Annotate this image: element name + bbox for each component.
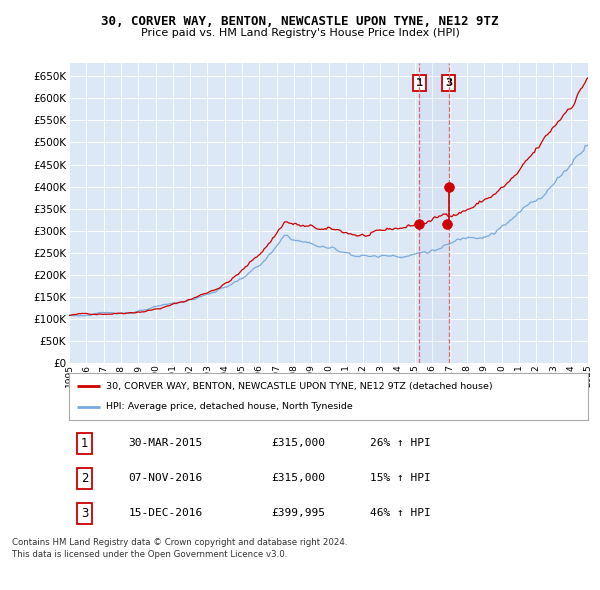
Text: Price paid vs. HM Land Registry's House Price Index (HPI): Price paid vs. HM Land Registry's House …: [140, 28, 460, 38]
Text: Contains HM Land Registry data © Crown copyright and database right 2024.: Contains HM Land Registry data © Crown c…: [12, 538, 347, 547]
Text: 30, CORVER WAY, BENTON, NEWCASTLE UPON TYNE, NE12 9TZ (detached house): 30, CORVER WAY, BENTON, NEWCASTLE UPON T…: [106, 382, 493, 391]
Text: This data is licensed under the Open Government Licence v3.0.: This data is licensed under the Open Gov…: [12, 550, 287, 559]
Text: 1: 1: [416, 78, 423, 88]
Text: £315,000: £315,000: [271, 438, 325, 448]
Text: 3: 3: [445, 78, 452, 88]
Text: £315,000: £315,000: [271, 474, 325, 483]
Text: 46% ↑ HPI: 46% ↑ HPI: [370, 509, 431, 519]
Text: 26% ↑ HPI: 26% ↑ HPI: [370, 438, 431, 448]
Text: 2: 2: [81, 472, 88, 485]
Text: 15% ↑ HPI: 15% ↑ HPI: [370, 474, 431, 483]
Text: HPI: Average price, detached house, North Tyneside: HPI: Average price, detached house, Nort…: [106, 402, 353, 411]
Text: 30, CORVER WAY, BENTON, NEWCASTLE UPON TYNE, NE12 9TZ: 30, CORVER WAY, BENTON, NEWCASTLE UPON T…: [101, 15, 499, 28]
Text: 1: 1: [81, 437, 88, 450]
Bar: [419, 63, 449, 363]
Text: 15-DEC-2016: 15-DEC-2016: [128, 509, 203, 519]
Text: 30-MAR-2015: 30-MAR-2015: [128, 438, 203, 448]
Text: 3: 3: [81, 507, 88, 520]
Text: £399,995: £399,995: [271, 509, 325, 519]
Text: 07-NOV-2016: 07-NOV-2016: [128, 474, 203, 483]
